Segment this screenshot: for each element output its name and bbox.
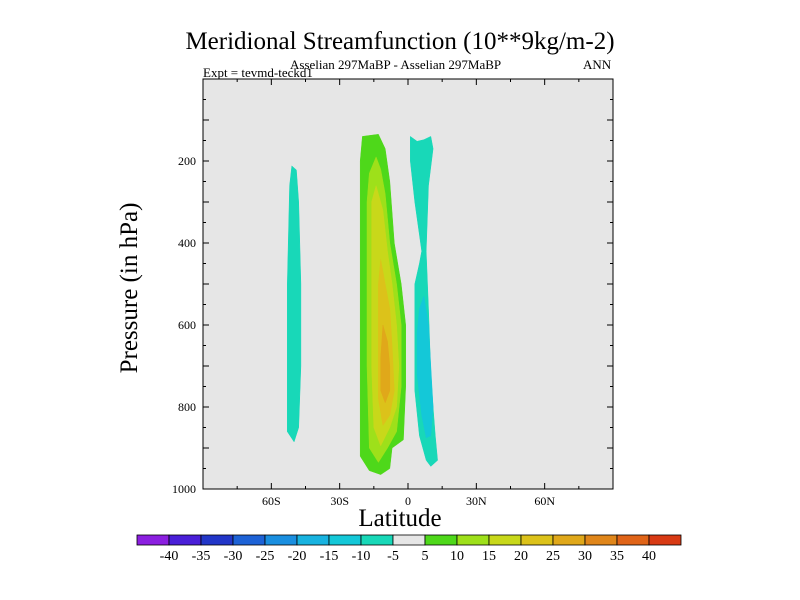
contour-regions bbox=[287, 134, 438, 475]
y-tick-label: 600 bbox=[178, 318, 196, 332]
colorbar-label: 35 bbox=[610, 549, 624, 564]
plot-background bbox=[203, 79, 613, 489]
colorbar-label: 30 bbox=[578, 549, 592, 564]
y-tick-label: 200 bbox=[178, 154, 196, 168]
colorbar-swatch bbox=[648, 534, 682, 546]
colorbar-swatch bbox=[552, 534, 586, 546]
colorbar-label: -25 bbox=[256, 549, 275, 564]
colorbar: -40 -35 -30 -25 -20 -15 -10 -5 5 10 15 20 25 30 35 40 bbox=[136, 534, 682, 564]
colorbar-label: -10 bbox=[352, 549, 371, 564]
colorbar-swatch bbox=[200, 534, 234, 546]
sh-negative-cell-lat-50 bbox=[287, 165, 302, 443]
colorbar-swatch bbox=[232, 534, 266, 546]
colorbar-swatch bbox=[488, 534, 522, 546]
colorbar-swatch bbox=[424, 534, 458, 546]
colorbar-label: -20 bbox=[288, 549, 307, 564]
axis-ticks: 60S 30S 0 30N 60N 200 400 600 800 1000 bbox=[172, 79, 614, 508]
colorbar-swatch bbox=[296, 534, 330, 546]
chart-subtitle: Asselian 297MaBP - Asselian 297MaBP bbox=[290, 57, 502, 72]
colorbar-label: -5 bbox=[387, 549, 399, 564]
plot-frame bbox=[202, 78, 614, 490]
x-tick-label: 0 bbox=[405, 494, 411, 508]
experiment-label: Expt = tevmd-teckd1 bbox=[203, 65, 313, 80]
colorbar-swatch bbox=[136, 534, 170, 546]
colorbar-swatch bbox=[328, 534, 362, 546]
y-tick-label: 800 bbox=[178, 400, 196, 414]
x-tick-label: 60N bbox=[534, 494, 555, 508]
nh-negative-cell-10 bbox=[416, 295, 434, 439]
x-tick-label: 30N bbox=[466, 494, 487, 508]
colorbar-label: 20 bbox=[514, 549, 528, 564]
colorbar-swatch bbox=[168, 534, 202, 546]
colorbar-label: -40 bbox=[160, 549, 179, 564]
colorbar-swatch bbox=[616, 534, 650, 546]
colorbar-swatch bbox=[456, 534, 490, 546]
colorbar-label: -15 bbox=[320, 549, 339, 564]
x-axis-label: Latitude bbox=[358, 505, 442, 532]
chart-title: Meridional Streamfunction (10**9kg/m-2) bbox=[185, 28, 615, 55]
colorbar-swatch bbox=[360, 534, 394, 546]
x-tick-label: 30S bbox=[330, 494, 349, 508]
colorbar-swatch bbox=[264, 534, 298, 546]
x-tick-label: 60S bbox=[262, 494, 281, 508]
y-tick-label: 400 bbox=[178, 236, 196, 250]
colorbar-label: -30 bbox=[224, 549, 243, 564]
colorbar-label: 10 bbox=[450, 549, 464, 564]
y-tick-label: 1000 bbox=[172, 482, 196, 496]
colorbar-label: 40 bbox=[642, 549, 656, 564]
colorbar-swatch bbox=[584, 534, 618, 546]
positive-cell-30 bbox=[380, 324, 391, 404]
colorbar-swatch bbox=[520, 534, 554, 546]
colorbar-swatch bbox=[392, 534, 426, 546]
colorbar-label: 25 bbox=[546, 549, 560, 564]
colorbar-label: 15 bbox=[482, 549, 496, 564]
colorbar-label: 5 bbox=[422, 549, 429, 564]
colorbar-label: -35 bbox=[192, 549, 211, 564]
season-label: ANN bbox=[583, 57, 612, 72]
